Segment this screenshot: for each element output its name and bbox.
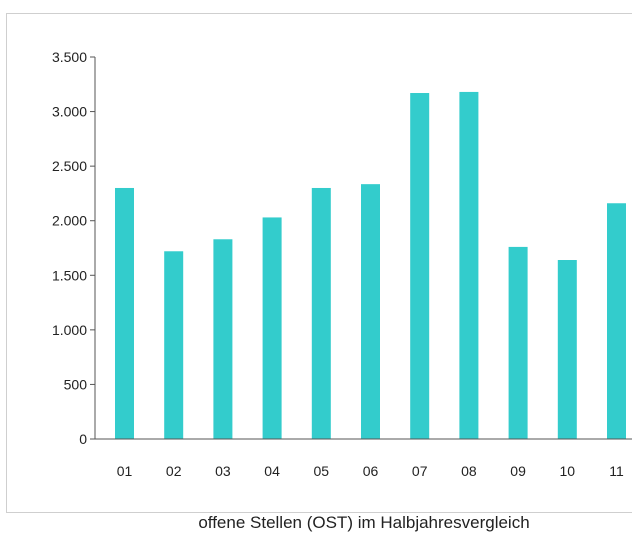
y-tick-label: 2.000 <box>52 213 87 229</box>
bar-04 <box>262 217 282 439</box>
bar-03 <box>213 239 233 439</box>
y-tick-label: 1.000 <box>52 322 87 338</box>
x-tick-label: 07 <box>412 463 428 479</box>
y-tick-label: 3.500 <box>52 49 87 65</box>
bar-07 <box>410 93 430 439</box>
x-tick-label: 06 <box>363 463 379 479</box>
bar-09 <box>508 246 528 439</box>
y-tick-label: 2.500 <box>52 158 87 174</box>
x-tick-label: 05 <box>314 463 330 479</box>
bar-02 <box>164 251 184 439</box>
chart-frame <box>6 13 632 513</box>
bar-06 <box>361 184 380 439</box>
bar-08 <box>459 91 479 439</box>
x-tick-label: 02 <box>166 463 182 479</box>
y-tick-label: 3.000 <box>52 104 87 120</box>
chart-caption: offene Stellen (OST) im Halbjahresvergle… <box>198 513 530 532</box>
x-tick-label: 01 <box>117 463 133 479</box>
bar-chart: 0 500 1.000 1.500 2.000 2.500 3.000 3.500 01 02 03… <box>52 49 632 479</box>
y-tick-label: 500 <box>64 376 88 392</box>
bar-10 <box>557 260 577 439</box>
x-tick-label: 09 <box>510 463 526 479</box>
x-tick-label: 11 <box>609 463 624 479</box>
y-tick-label: 0 <box>79 431 87 447</box>
bar-11 <box>607 203 626 439</box>
y-tick-label: 1.500 <box>52 267 87 283</box>
x-tick-label: 08 <box>461 463 477 479</box>
x-tick-label: 03 <box>215 463 231 479</box>
bar-01 <box>115 187 134 439</box>
bar-05 <box>311 187 331 439</box>
x-tick-label: 04 <box>264 463 280 479</box>
x-tick-label: 10 <box>560 463 576 479</box>
